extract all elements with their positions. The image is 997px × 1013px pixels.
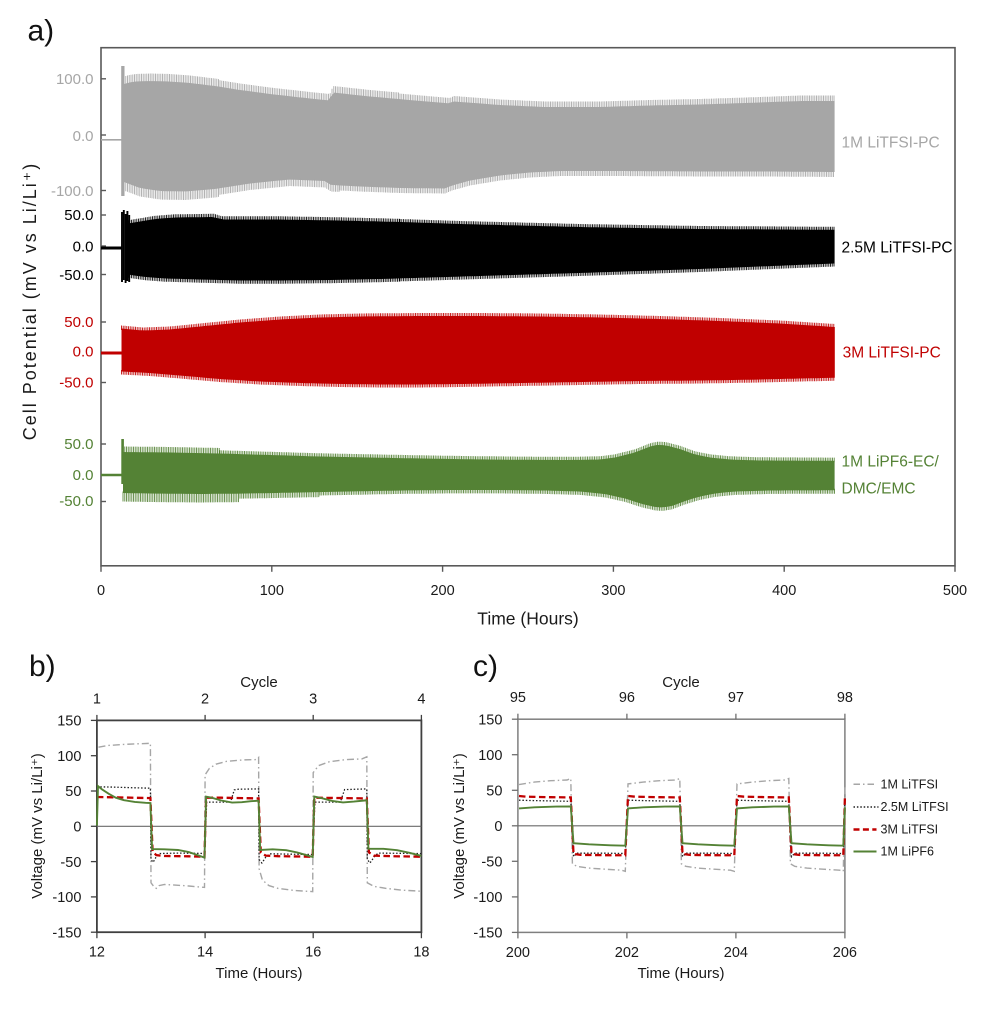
svg-text:18: 18 (413, 945, 429, 961)
svg-text:50: 50 (65, 784, 81, 800)
svg-text:98: 98 (837, 690, 853, 706)
svg-text:100: 100 (57, 749, 81, 765)
svg-text:1M LiTFSI-PC: 1M LiTFSI-PC (842, 135, 940, 152)
svg-text:50.0: 50.0 (64, 314, 93, 331)
svg-text:Cycle: Cycle (240, 674, 278, 691)
svg-text:400: 400 (772, 583, 796, 599)
svg-text:Cycle: Cycle (662, 674, 700, 691)
svg-text:-100: -100 (473, 890, 502, 906)
svg-text:Cell Potential (mV vs Li/Li⁺): Cell Potential (mV vs Li/Li⁺) (20, 162, 40, 441)
svg-text:2.5M LiTFSI-PC: 2.5M LiTFSI-PC (842, 240, 953, 257)
svg-text:-50: -50 (481, 855, 502, 871)
svg-text:202: 202 (615, 945, 639, 961)
svg-text:3M LiTFSI: 3M LiTFSI (881, 823, 939, 837)
svg-text:96: 96 (619, 690, 635, 706)
svg-text:50.0: 50.0 (64, 436, 93, 453)
svg-text:16: 16 (305, 945, 321, 961)
svg-text:-50: -50 (60, 855, 81, 871)
svg-text:4: 4 (417, 691, 425, 707)
svg-text:1M LiPF6: 1M LiPF6 (881, 845, 935, 859)
svg-text:-100.0: -100.0 (51, 183, 94, 200)
svg-text:Voltage (mV vs Li/Li⁺): Voltage (mV vs Li/Li⁺) (29, 753, 46, 898)
svg-text:150: 150 (478, 712, 502, 728)
svg-text:a): a) (28, 15, 55, 48)
svg-text:c): c) (473, 650, 498, 683)
svg-text:1: 1 (93, 691, 101, 707)
svg-text:204: 204 (724, 945, 748, 961)
svg-text:2: 2 (201, 691, 209, 707)
svg-text:Time (Hours): Time (Hours) (216, 965, 303, 982)
svg-text:3M LiTFSI-PC: 3M LiTFSI-PC (843, 345, 941, 362)
svg-text:300: 300 (601, 583, 625, 599)
svg-text:-50.0: -50.0 (59, 267, 93, 284)
svg-text:100.0: 100.0 (56, 71, 94, 88)
svg-text:100: 100 (478, 748, 502, 764)
svg-text:12: 12 (89, 945, 105, 961)
svg-text:0.0: 0.0 (73, 238, 94, 255)
svg-text:3: 3 (309, 691, 317, 707)
svg-text:-100: -100 (52, 890, 81, 906)
svg-text:200: 200 (430, 583, 454, 599)
svg-text:0: 0 (73, 820, 81, 836)
svg-text:206: 206 (833, 945, 857, 961)
svg-text:Time (Hours): Time (Hours) (638, 965, 725, 982)
svg-text:DMC/EMC: DMC/EMC (842, 481, 916, 498)
svg-text:-150: -150 (473, 926, 502, 942)
svg-text:0: 0 (97, 583, 105, 599)
svg-text:2.5M LiTFSI: 2.5M LiTFSI (881, 800, 949, 814)
svg-text:95: 95 (510, 690, 526, 706)
svg-text:150: 150 (57, 714, 81, 730)
svg-text:1M LiTFSI: 1M LiTFSI (881, 777, 939, 791)
svg-text:-50.0: -50.0 (59, 375, 93, 392)
svg-text:14: 14 (197, 945, 213, 961)
svg-text:200: 200 (506, 945, 530, 961)
svg-text:0.0: 0.0 (73, 343, 94, 360)
svg-text:Time (Hours): Time (Hours) (477, 609, 578, 629)
svg-text:97: 97 (728, 690, 744, 706)
svg-text:0.0: 0.0 (73, 467, 94, 484)
svg-text:500: 500 (943, 583, 967, 599)
svg-text:Voltage (mV vs Li/Li⁺): Voltage (mV vs Li/Li⁺) (451, 753, 468, 898)
svg-text:100: 100 (260, 583, 284, 599)
svg-text:1M LiPF6-EC/: 1M LiPF6-EC/ (842, 454, 940, 471)
svg-text:0: 0 (494, 819, 502, 835)
svg-text:b): b) (29, 650, 56, 683)
svg-text:50: 50 (486, 784, 502, 800)
svg-text:0.0: 0.0 (73, 128, 94, 145)
svg-text:-50.0: -50.0 (59, 493, 93, 510)
svg-text:-150: -150 (52, 925, 81, 941)
svg-text:50.0: 50.0 (64, 207, 93, 224)
